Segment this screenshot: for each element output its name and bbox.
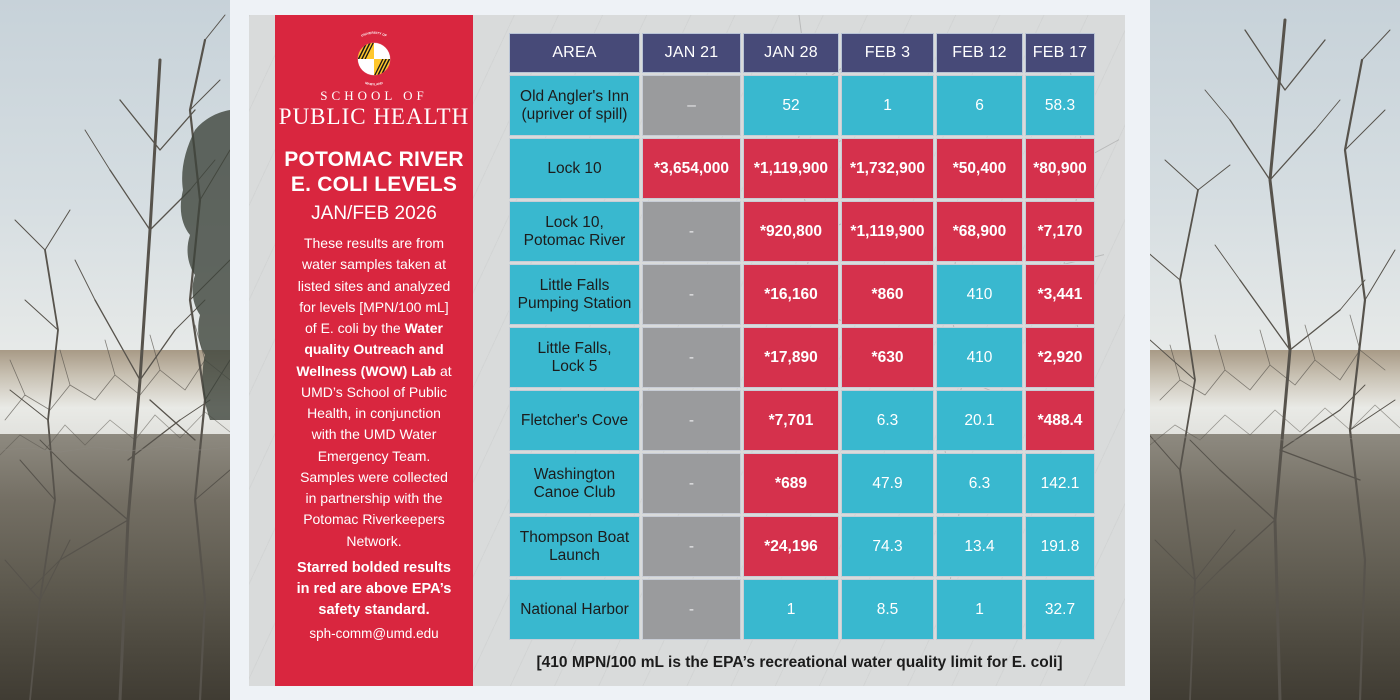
svg-text:UNIVERSITY OF: UNIVERSITY OF — [360, 31, 387, 38]
svg-text:MARYLAND: MARYLAND — [365, 81, 385, 87]
